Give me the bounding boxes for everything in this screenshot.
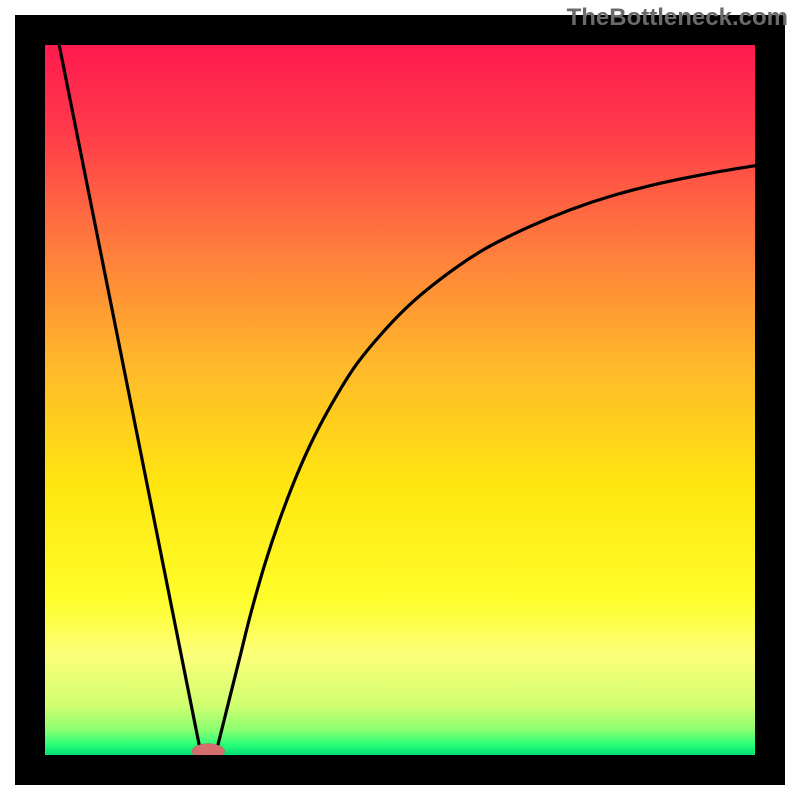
plot-background [45, 45, 755, 755]
watermark-text: TheBottleneck.com [567, 4, 788, 32]
chart-container: TheBottleneck.com [0, 0, 800, 800]
chart-svg [0, 0, 800, 800]
